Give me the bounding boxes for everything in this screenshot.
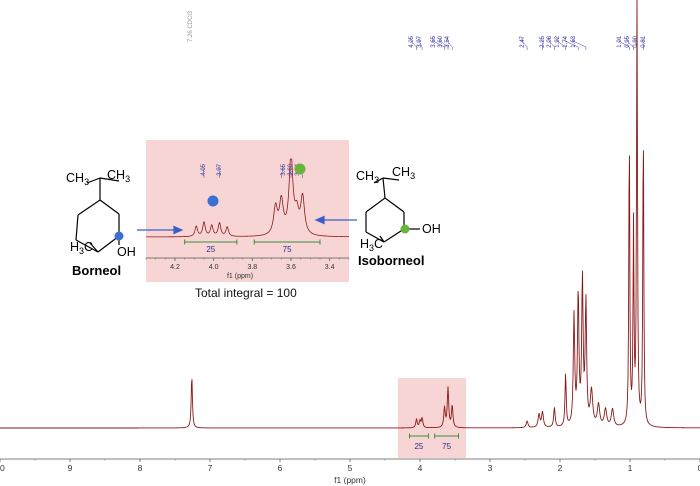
main-spectrum-line bbox=[0, 0, 700, 429]
borneol-ch3-bottom: H3C bbox=[70, 240, 93, 256]
main-tick-label: 8 bbox=[138, 463, 143, 473]
isoborneol-arrow bbox=[314, 215, 357, 225]
main-tick-label: 3 bbox=[488, 463, 493, 473]
main-tick-label: 4 bbox=[418, 463, 423, 473]
main-peak-label: 2.25 bbox=[540, 35, 546, 47]
main-peak-label: 2.08 bbox=[547, 35, 553, 47]
inset-integrals: 25 75 bbox=[184, 239, 321, 254]
inset-tick-label: 4.0 bbox=[209, 264, 219, 271]
main-tick-label: 5 bbox=[348, 463, 353, 473]
main-peak-labels: 4.05 3.97 3.65 3.60 3.54 2.47 2.25 2.08 1.92 1.74… bbox=[409, 35, 647, 50]
main-peak-label: 3.54 bbox=[445, 35, 451, 47]
main-integral-value: 25 bbox=[414, 442, 423, 451]
inset-peak-label: 3.97 bbox=[217, 163, 223, 175]
borneol-ch3-left: CH3 bbox=[66, 171, 89, 187]
isoborneol-marker bbox=[400, 224, 410, 234]
borneol-marker-inset bbox=[207, 195, 219, 207]
inset-tick-label: 3.4 bbox=[325, 264, 335, 271]
inset-highlight-box bbox=[146, 140, 349, 282]
isoborneol-ch3-bottom: H3C bbox=[360, 237, 383, 253]
main-peak-label: 3.97 bbox=[417, 35, 423, 47]
main-peak-leader bbox=[572, 38, 587, 50]
borneol-name: Borneol bbox=[72, 263, 122, 278]
isoborneol-ch3-left: CH3 bbox=[356, 169, 379, 185]
isoborneol-ch3-right: CH3 bbox=[392, 165, 415, 181]
main-peak-leader bbox=[626, 38, 634, 50]
main-x-axis-label: f1 (ppm) bbox=[334, 475, 366, 485]
isoborneol-structure bbox=[365, 177, 420, 243]
main-peak-label: 0.81 bbox=[641, 35, 647, 47]
borneol-ch3-right: CH3 bbox=[107, 168, 130, 184]
main-peak-leader bbox=[446, 38, 453, 50]
main-tick-label: 1 bbox=[628, 463, 633, 473]
inset-x-axis: 4.2 4.0 3.8 3.6 3.4 bbox=[145, 257, 350, 271]
inset-integral-value: 75 bbox=[283, 245, 292, 254]
inset-integral-value: 25 bbox=[206, 245, 215, 254]
inset-peak-label: 3.65 bbox=[281, 163, 287, 175]
solvent-peak-label: 7.26 CDCl3 bbox=[188, 10, 194, 42]
inset-tick-label: 3.8 bbox=[247, 264, 257, 271]
main-integrals: 25 75 bbox=[409, 433, 459, 451]
borneol-oh: OH bbox=[117, 245, 136, 259]
main-peak-label: 0.90 bbox=[633, 35, 639, 47]
main-peak-leader bbox=[548, 38, 555, 50]
main-peak-leader bbox=[618, 38, 630, 50]
main-peak-label: 2.47 bbox=[520, 35, 526, 47]
isoborneol-oh: OH bbox=[422, 222, 441, 236]
main-peak-leader bbox=[439, 38, 449, 50]
main-tick-label: 10 bbox=[0, 463, 5, 473]
isoborneol-marker-inset bbox=[294, 163, 306, 175]
main-highlight-box bbox=[398, 378, 466, 458]
main-tick-label: 6 bbox=[278, 463, 283, 473]
inset-tick-label: 3.6 bbox=[286, 264, 296, 271]
borneol-marker bbox=[114, 231, 124, 241]
main-spectrum bbox=[0, 0, 700, 429]
borneol-structure bbox=[75, 177, 120, 253]
inset-spectrum bbox=[146, 158, 349, 238]
borneol-arrow bbox=[137, 225, 184, 235]
main-tick-label: 2 bbox=[558, 463, 563, 473]
main-peak-leader bbox=[541, 38, 543, 50]
main-peak-label: 0.95 bbox=[625, 35, 631, 47]
main-peak-leader bbox=[521, 38, 528, 50]
main-integral-value: 75 bbox=[442, 442, 451, 451]
main-peak-leader bbox=[418, 38, 423, 50]
isoborneol-name: Isoborneol bbox=[358, 253, 425, 268]
total-integral-label: Total integral = 100 bbox=[195, 286, 297, 300]
main-tick-label: 0 bbox=[698, 463, 700, 473]
main-peak-leader bbox=[432, 38, 445, 50]
inset-peak-label: 3.60 bbox=[288, 163, 294, 175]
main-x-axis: 109876543210 bbox=[0, 458, 700, 473]
main-tick-label: 9 bbox=[68, 463, 73, 473]
inset-x-axis-label: f1 (ppm) bbox=[227, 273, 253, 280]
inset-peak-label: 4.05 bbox=[201, 163, 207, 175]
inset-spectrum-line bbox=[146, 158, 349, 238]
main-peak-leader bbox=[556, 38, 566, 50]
main-peak-leader bbox=[410, 38, 417, 50]
inset-tick-label: 4.2 bbox=[170, 264, 180, 271]
main-tick-label: 7 bbox=[208, 463, 213, 473]
inset-peak-leader bbox=[281, 166, 284, 178]
main-peak-label: 4.05 bbox=[409, 35, 415, 47]
main-peak-leader bbox=[564, 38, 579, 50]
inset-peak-leader bbox=[202, 166, 205, 178]
